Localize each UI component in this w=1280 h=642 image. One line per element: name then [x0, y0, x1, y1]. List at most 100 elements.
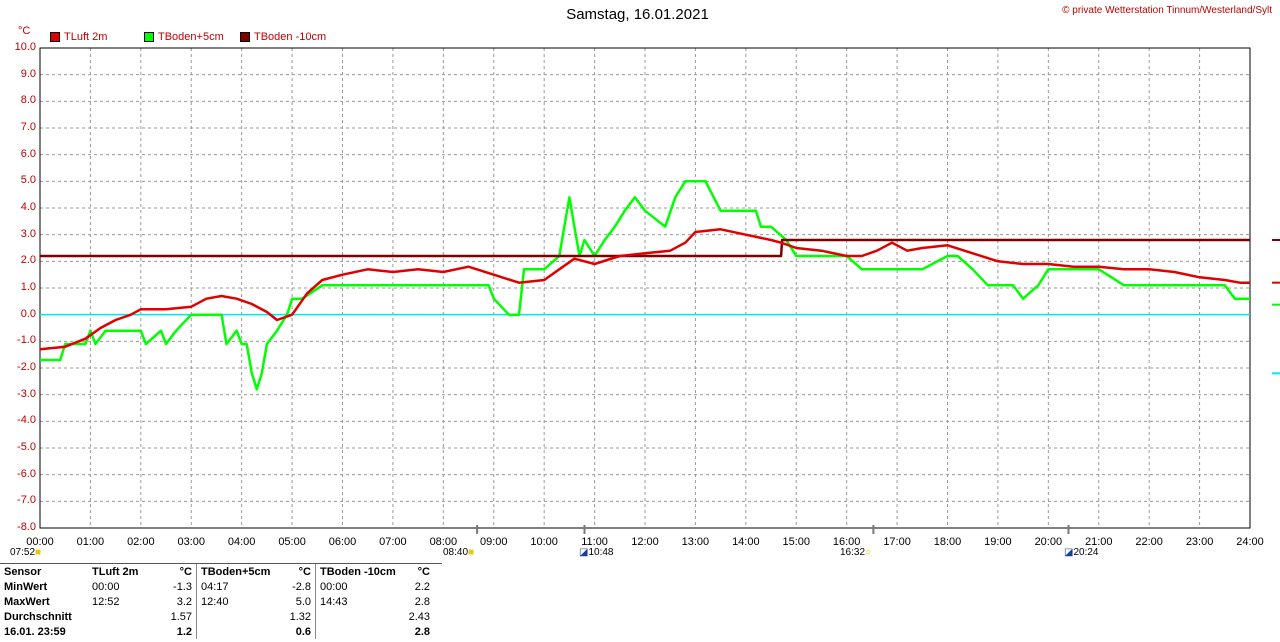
x-tick-label: 22:00 — [1135, 536, 1163, 548]
y-tick-label: 7.0 — [20, 121, 36, 133]
x-tick-label: 01:00 — [76, 536, 105, 548]
chart-plot — [39, 47, 1280, 534]
x-tick-label: 20:00 — [1034, 536, 1063, 548]
stats-cell: 2.2 — [414, 580, 430, 593]
stats-cell: MinWert — [4, 580, 48, 593]
y-tick-label: 9.0 — [20, 67, 36, 80]
x-tick-label: 12:00 — [631, 536, 659, 548]
stats-cell: 00:00 — [92, 580, 120, 593]
y-tick-label: -7.0 — [17, 494, 36, 507]
stats-cell: 14:43 — [315, 594, 404, 609]
x-tick-label: 02:00 — [127, 536, 155, 548]
stats-table: Sensor TLuft 2m °C TBoden+5cm °C TBoden … — [0, 563, 442, 642]
x-tick-label: 15:00 — [782, 536, 811, 548]
stats-header: °C — [417, 565, 430, 578]
x-tick-label: 11:00 — [581, 536, 608, 548]
stats-row-max: MaxWert 12:52 3.2 12:40 5.0 14:43 2.8 — [0, 594, 434, 609]
x-tick-label: 19:00 — [984, 536, 1012, 548]
event-moonset: ◪20:24 — [1064, 547, 1099, 558]
x-tick-label: 18:00 — [933, 536, 962, 548]
legend-swatch — [240, 32, 250, 42]
x-tick-label: 21:00 — [1084, 536, 1113, 548]
y-tick-label: 10.0 — [14, 41, 36, 53]
event-sunset: 16:32○ — [840, 547, 872, 558]
x-tick-label: 14:00 — [732, 536, 760, 548]
y-tick-label: 5.0 — [20, 174, 36, 187]
stats-row-avg: Durchschnitt 1.57 1.32 2.43 — [0, 609, 434, 624]
x-tick-label: 05:00 — [278, 536, 306, 548]
x-tick-label: 00:00 — [26, 536, 54, 548]
series-line-3 — [40, 238, 1250, 258]
y-tick-label: 3.0 — [20, 227, 36, 240]
stats-header: TLuft 2m — [92, 565, 139, 578]
stats-cell — [315, 609, 404, 624]
stats-header: TBoden+5cm — [196, 564, 285, 579]
event-moonrise: ◪10:48 — [579, 547, 614, 558]
stats-cell: Durchschnitt — [4, 610, 72, 623]
legend-label: TBoden+5cm — [158, 31, 224, 43]
y-tick-label: 2.0 — [20, 254, 36, 267]
stats-cell: 3.2 — [176, 595, 192, 608]
stats-cell — [315, 624, 404, 639]
x-tick-label: 04:00 — [227, 536, 256, 548]
x-tick-label: 08:00 — [429, 536, 458, 548]
stats-cell — [88, 609, 166, 624]
x-tick-label: 10:00 — [530, 536, 558, 548]
stats-cell: 2.8 — [414, 595, 430, 608]
stats-cell: 5.0 — [295, 595, 311, 608]
x-tick-label: 16:00 — [832, 536, 861, 548]
series-line-2 — [40, 180, 1250, 391]
copyright-label: © private Wetterstation Tinnum/Westerlan… — [1062, 5, 1272, 16]
y-tick-label: 1.0 — [20, 281, 36, 293]
stats-cell — [88, 624, 166, 639]
stats-cell: 2.43 — [408, 610, 430, 623]
stats-header: °C — [179, 565, 192, 578]
legend-item-tboden5: TBoden+5cm — [144, 31, 224, 43]
stats-cell — [196, 624, 285, 639]
stats-cell — [196, 609, 285, 624]
stats-header-row: Sensor TLuft 2m °C TBoden+5cm °C TBoden … — [0, 564, 434, 579]
x-tick-label: 06:00 — [328, 536, 357, 548]
stats-cell: 12:52 — [92, 595, 120, 608]
y-tick-label: 8.0 — [20, 94, 36, 107]
series-line-1 — [39, 228, 1250, 351]
y-tick-label: -5.0 — [17, 441, 36, 453]
x-tick-label: 07:00 — [379, 536, 407, 548]
x-tick-label: 13:00 — [681, 536, 710, 548]
event-sun: 08:40■ — [443, 547, 475, 558]
stats-header: °C — [298, 565, 311, 578]
legend-item-tboden10: TBoden -10cm — [240, 31, 326, 43]
y-tick-label: -1.0 — [17, 334, 36, 347]
y-tick-label: 6.0 — [20, 147, 36, 160]
legend-swatch — [144, 32, 154, 42]
stats-cell: 1.57 — [170, 610, 192, 623]
stats-cell: 0.6 — [295, 625, 311, 638]
chart-title: Samstag, 16.01.2021 — [566, 6, 709, 23]
x-tick-label: 24:00 — [1236, 536, 1264, 548]
stats-cell: -1.3 — [173, 580, 192, 593]
y-tick-label: -2.0 — [17, 361, 36, 373]
stats-cell: 16.01. 23:59 — [4, 625, 66, 638]
y-tick-label: 0.0 — [20, 307, 36, 320]
stats-cell: 00:00 — [315, 579, 404, 594]
y-tick-label: 4.0 — [20, 201, 36, 213]
legend-swatch — [50, 32, 60, 42]
x-tick-label: 03:00 — [177, 536, 206, 548]
legend-label: TLuft 2m — [64, 31, 108, 43]
y-tick-label: -3.0 — [17, 387, 36, 400]
x-tick-label: 17:00 — [883, 536, 911, 548]
stats-cell: -2.8 — [292, 580, 311, 593]
stats-row-min: MinWert 00:00 -1.3 04:17 -2.8 00:00 2.2 — [0, 579, 434, 594]
stats-cell: 1.32 — [289, 610, 311, 623]
legend-label: TBoden -10cm — [254, 31, 327, 43]
stats-cell: 2.8 — [414, 625, 430, 638]
legend-item-tluft: TLuft 2m — [50, 31, 107, 43]
stats-cell: 12:40 — [196, 594, 285, 609]
y-axis-unit: °C — [18, 25, 31, 37]
stats-cell: 04:17 — [196, 579, 285, 594]
stats-header: Sensor — [4, 565, 42, 578]
event-sunrise: 07:52■ — [10, 547, 42, 558]
x-tick-label: 23:00 — [1185, 536, 1214, 548]
stats-header: TBoden -10cm — [315, 564, 404, 579]
stats-cell: MaxWert — [4, 595, 50, 608]
